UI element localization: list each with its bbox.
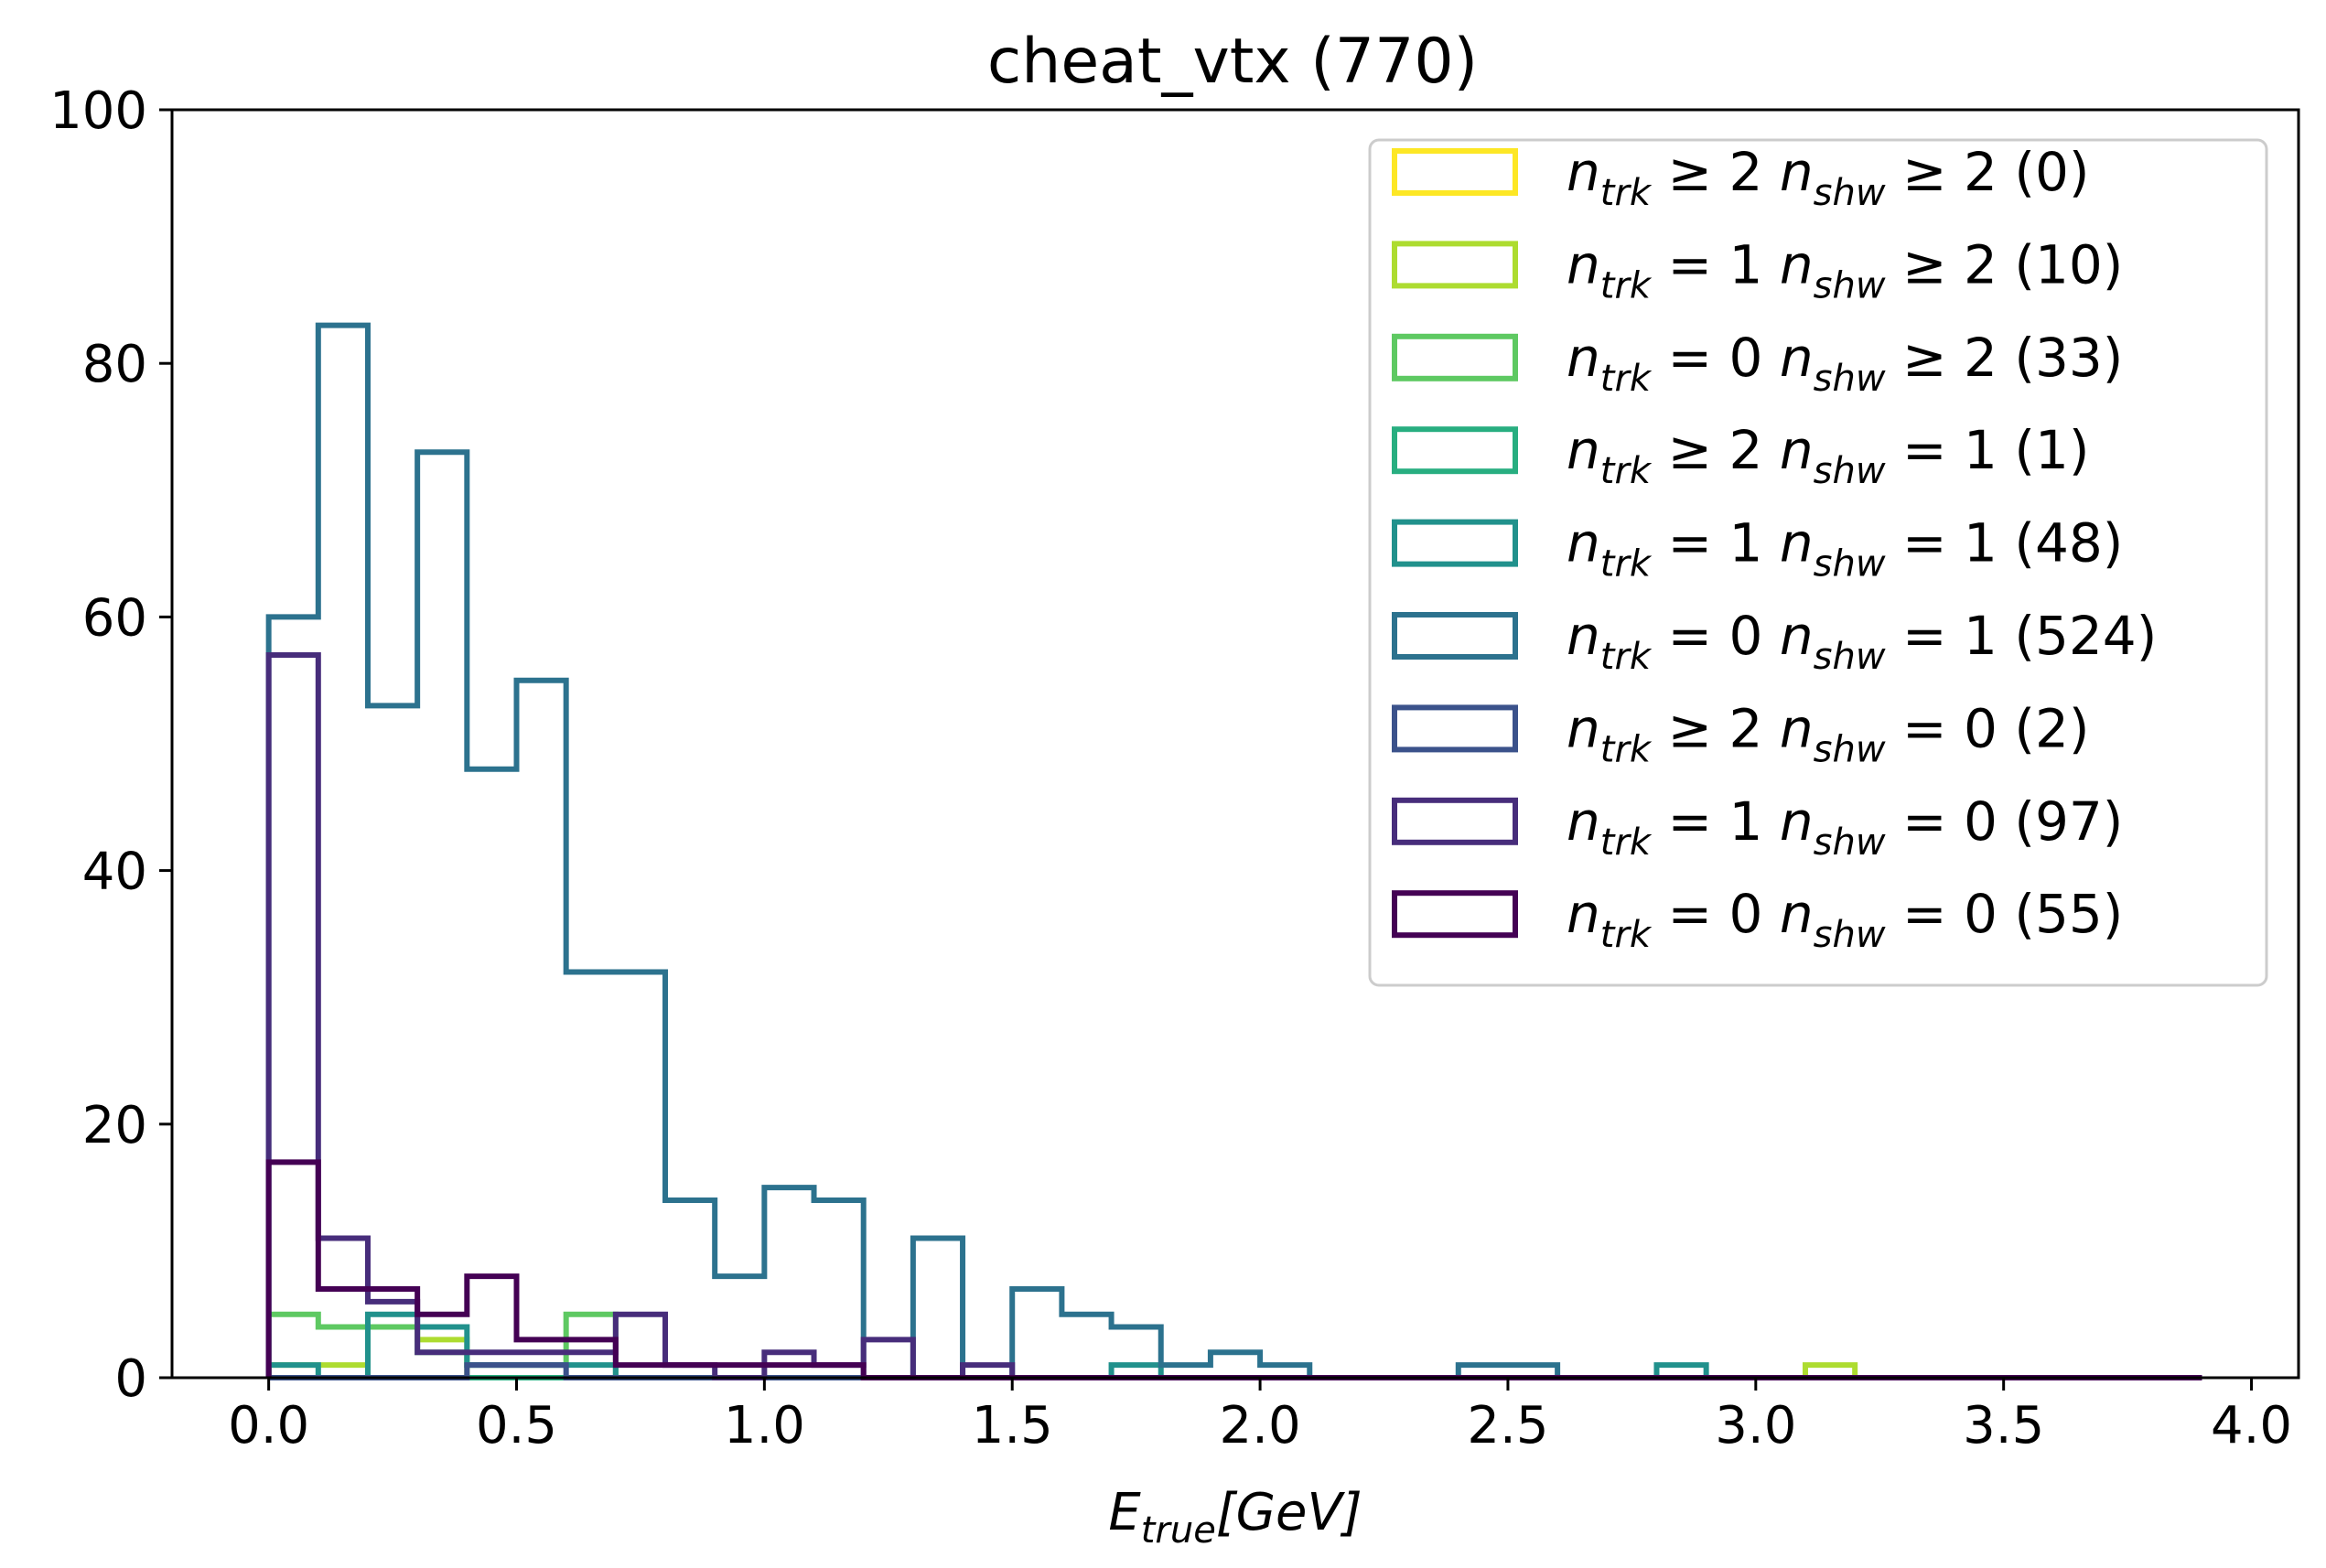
legend-label-t1s1: ntrk = 1 nshw = 1 (48) — [1567, 512, 2123, 585]
x-tick-label: 0.0 — [228, 1396, 309, 1455]
histogram-series-t0s2 — [265, 1311, 2202, 1380]
legend-swatch-t1s2 — [1392, 241, 1518, 289]
y-tick-label: 100 — [49, 81, 147, 141]
legend-label-t0s2: ntrk = 0 nshw ≥ 2 (33) — [1567, 327, 2123, 400]
histogram-series-t0s0 — [265, 1159, 2202, 1380]
plot-area-frame — [170, 108, 2300, 1380]
legend-label-t2s2: ntrk ≥ 2 nshw ≥ 2 (0) — [1567, 141, 2090, 214]
legend-swatch-t1s1 — [1392, 519, 1518, 567]
chart-title: cheat_vtx (770) — [987, 26, 1478, 98]
legend-label-t2s0: ntrk ≥ 2 nshw = 0 (2) — [1567, 697, 2090, 770]
y-tick-label: 0 — [114, 1349, 147, 1409]
y-tick-label: 80 — [82, 335, 147, 394]
legend-label-t1s0: ntrk = 1 nshw = 0 (97) — [1567, 790, 2123, 864]
x-tick-label: 3.0 — [1715, 1396, 1796, 1455]
legend-swatch-t2s2 — [1392, 148, 1518, 196]
x-tick-label: 1.0 — [724, 1396, 805, 1455]
x-axis-label-unit: [GeV] — [1216, 1483, 1362, 1542]
legend-label-t0s1: ntrk = 0 nshw = 1 (524) — [1567, 605, 2157, 678]
x-tick-label: 2.0 — [1220, 1396, 1301, 1455]
x-axis: 0.0 0.5 1.0 1.5 2.0 2.5 3.0 3.5 4.0 — [228, 1378, 2292, 1455]
legend-label-t2s1: ntrk ≥ 2 nshw = 1 (1) — [1567, 419, 2090, 492]
histogram-series-t1s1 — [265, 1311, 2202, 1380]
legend-label-t1s2: ntrk = 1 nshw ≥ 2 (10) — [1567, 233, 2123, 306]
legend-swatch-t2s0 — [1392, 704, 1518, 753]
x-tick-label: 1.5 — [972, 1396, 1053, 1455]
x-tick-label: 4.0 — [2211, 1396, 2292, 1455]
legend-swatch-t1s0 — [1392, 797, 1518, 845]
y-tick-label: 40 — [82, 843, 147, 902]
y-tick-label: 20 — [82, 1096, 147, 1155]
x-tick-label: 0.5 — [476, 1396, 557, 1455]
legend-entries: ntrk ≥ 2 nshw ≥ 2 (0) ntrk = 1 nshw ≥ 2 (… — [1392, 141, 2157, 956]
legend-frame — [1368, 138, 2268, 987]
y-axis: 0 20 40 60 80 100 — [49, 81, 172, 1409]
legend: ntrk ≥ 2 nshw ≥ 2 (0) ntrk = 1 nshw ≥ 2 (… — [1368, 138, 2268, 987]
legend-swatch-t0s0 — [1392, 890, 1518, 939]
legend-label-t0s0: ntrk = 0 nshw = 0 (55) — [1567, 883, 2123, 956]
legend-swatch-t0s2 — [1392, 333, 1518, 381]
x-axis-label-subscript: true — [1141, 1509, 1216, 1552]
x-axis-label-symbol: E — [1108, 1483, 1141, 1542]
legend-swatch-t2s1 — [1392, 426, 1518, 475]
x-tick-label: 3.5 — [1963, 1396, 2044, 1455]
legend-swatch-t0s1 — [1392, 612, 1518, 660]
y-tick-label: 60 — [82, 588, 147, 648]
x-axis-label: Etrue[GeV] — [1108, 1483, 1362, 1552]
x-tick-label: 2.5 — [1467, 1396, 1548, 1455]
